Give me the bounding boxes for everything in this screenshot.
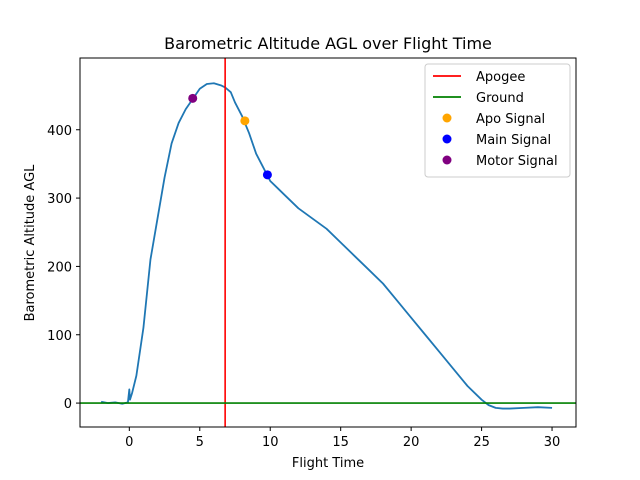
y-tick-label: 200 — [47, 260, 72, 275]
x-tick-label: 25 — [473, 435, 490, 450]
legend-box — [424, 63, 571, 178]
legend-apo-signal-label: Apo Signal — [476, 112, 545, 127]
legend-main-signal-label: Main Signal — [476, 133, 551, 148]
x-tick-label: 10 — [262, 435, 279, 450]
x-tick-label: 30 — [544, 435, 561, 450]
y-tick-label: 0 — [64, 397, 72, 412]
main-signal-point — [262, 170, 272, 180]
legend-motor-signal-label: Motor Signal — [476, 154, 558, 169]
altitude-series-line — [100, 82, 553, 410]
x-axis-title: Flight Time — [292, 456, 364, 471]
legend-ground-label: Ground — [476, 91, 524, 106]
x-tick-label: 5 — [196, 435, 204, 450]
y-tick-label: 400 — [47, 124, 72, 139]
legend-main-signal-marker — [442, 134, 452, 144]
y-axis-title: Barometric Altitude AGL — [23, 164, 38, 322]
legend: Apogee Ground Apo Signal Main Signal Motor S… — [424, 63, 571, 178]
y-tick-label: 100 — [47, 329, 72, 344]
legend-apogee-label: Apogee — [476, 70, 525, 85]
motor-signal-point — [188, 93, 198, 103]
y-tick-label: 300 — [47, 192, 72, 207]
x-tick-label: 0 — [125, 435, 133, 450]
x-tick-label: 15 — [332, 435, 349, 450]
chart-title: Barometric Altitude AGL over Flight Time — [164, 34, 492, 53]
plot-area — [80, 58, 576, 427]
apo-signal-point — [240, 116, 250, 126]
axes-frame — [79, 57, 577, 428]
legend-apo-signal-marker — [442, 113, 452, 123]
x-tick-label: 20 — [403, 435, 420, 450]
plot-content — [80, 58, 576, 427]
legend-motor-signal-marker — [442, 155, 452, 165]
